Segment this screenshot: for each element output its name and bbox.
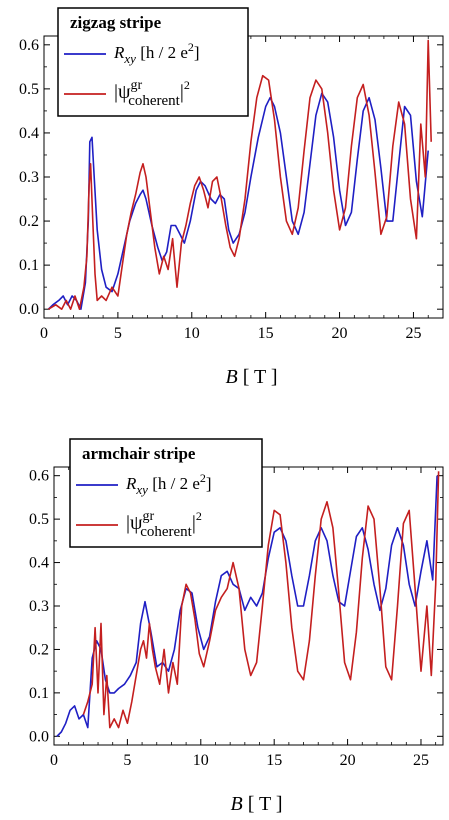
- legend-label-psi: |ψgr coherent|2: [126, 509, 202, 540]
- legend-box: [57, 7, 249, 117]
- y-tick-label: 0.1: [29, 685, 49, 702]
- x-tick-label: 10: [193, 752, 209, 769]
- x-tick-label: 15: [266, 752, 282, 769]
- x-tick-label: 20: [340, 752, 356, 769]
- x-tick-label: 20: [332, 325, 348, 342]
- x-tick-label: 25: [413, 752, 429, 769]
- legend-label-rxy: Rxy [h / 2 e2]: [113, 40, 200, 66]
- legend-label-psi: |ψgr coherent|2: [114, 78, 190, 109]
- series-line-psi: [47, 39, 432, 311]
- y-tick-label: 0.5: [19, 81, 39, 98]
- y-tick-label: 0.2: [19, 213, 39, 230]
- x-tick-label: 0: [40, 325, 48, 342]
- chart-panel-2: 0 5 10 15 20 25 0.0 0.1 0.2 0.3 0.4 0.5 0.6 B [ T ] ar…: [29, 438, 444, 815]
- y-tick-label: 0.0: [29, 728, 49, 745]
- x-axis-label: B [ T ]: [230, 793, 282, 815]
- y-tick-label: 0.6: [19, 37, 39, 54]
- x-tick-label: 25: [405, 325, 421, 342]
- series-line-rxy: [47, 92, 429, 311]
- y-tick-label: 0.6: [29, 468, 49, 485]
- y-tick-label: 0.3: [29, 598, 49, 615]
- legend-title: armchair stripe: [82, 444, 196, 463]
- x-tick-label: 15: [258, 325, 274, 342]
- x-axis-label: B [ T ]: [225, 366, 277, 388]
- y-tick-label: 0.4: [29, 555, 49, 572]
- chart-panel-1: 0 5 10 15 20 25 0.0 0.1 0.2 0.3 0.4 0.5 0.6 B [ T ] zi…: [19, 7, 444, 388]
- y-tick-label: 0.3: [19, 169, 39, 186]
- y-tick-label: 0.0: [19, 301, 39, 318]
- legend-label-rxy: Rxy [h / 2 e2]: [125, 471, 212, 497]
- legend-box: [69, 438, 263, 548]
- y-tick-label: 0.2: [29, 641, 49, 658]
- series-line-psi: [82, 471, 440, 729]
- y-tick-label: 0.4: [19, 125, 39, 142]
- x-tick-label: 10: [184, 325, 200, 342]
- x-tick-label: 5: [123, 752, 131, 769]
- y-tick-label: 0.5: [29, 511, 49, 528]
- x-tick-label: 5: [114, 325, 122, 342]
- y-tick-label: 0.1: [19, 257, 39, 274]
- legend-title: zigzag stripe: [70, 13, 162, 32]
- x-tick-label: 0: [50, 752, 58, 769]
